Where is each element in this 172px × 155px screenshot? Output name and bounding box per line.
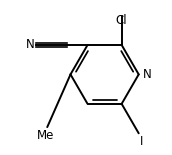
Text: I: I bbox=[140, 135, 144, 148]
Text: Cl: Cl bbox=[116, 14, 127, 27]
Text: Me: Me bbox=[37, 129, 54, 142]
Text: N: N bbox=[143, 68, 151, 81]
Text: N: N bbox=[26, 38, 35, 51]
